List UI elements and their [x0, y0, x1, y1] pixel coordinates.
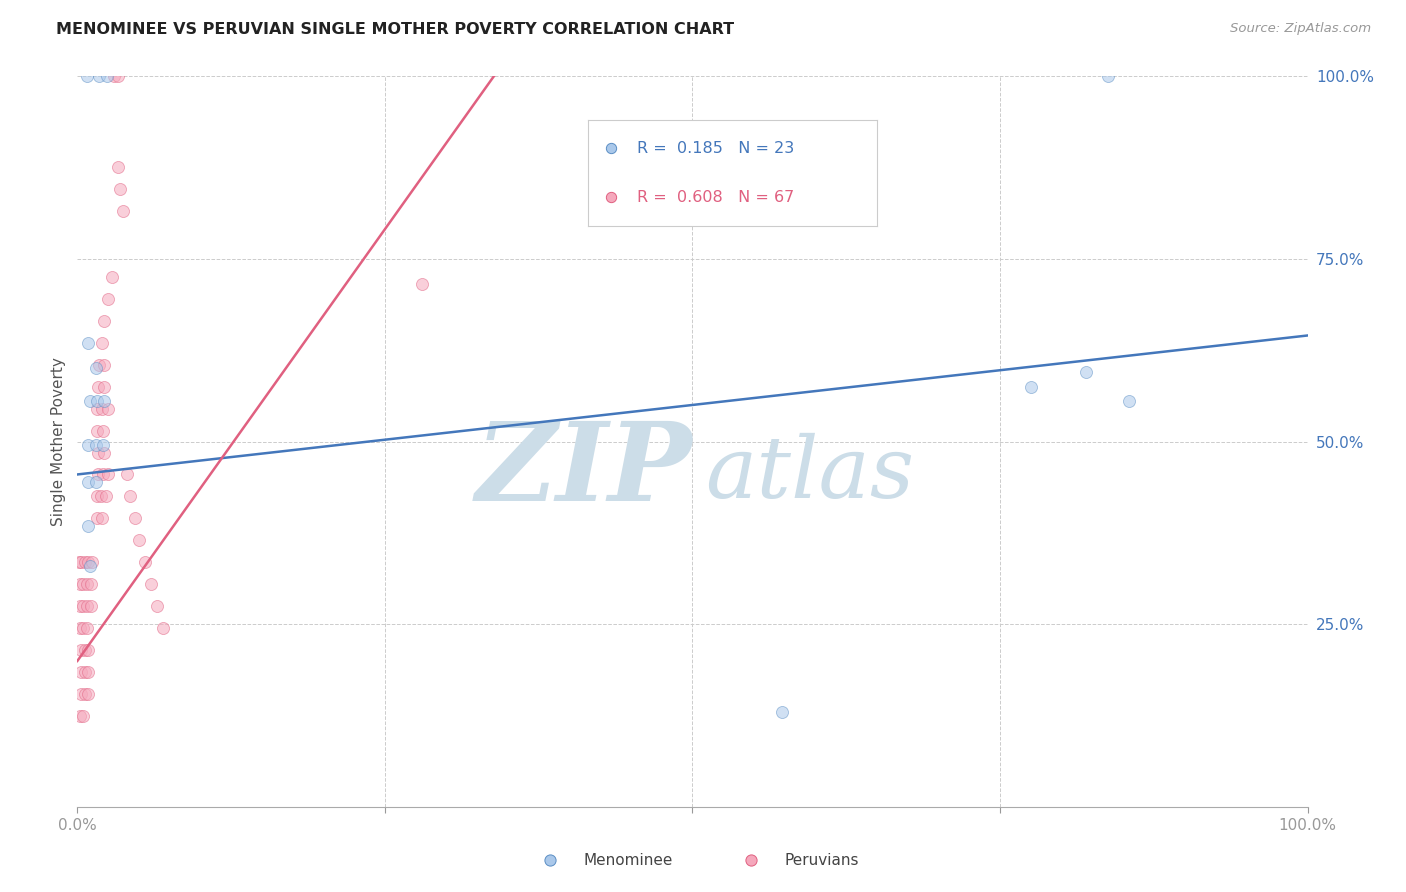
Point	[82, 555, 104, 569]
Point	[77, 335, 100, 350]
Text: Peruvians: Peruvians	[785, 853, 859, 868]
Point	[107, 69, 129, 83]
Point	[77, 475, 100, 489]
Text: Source: ZipAtlas.com: Source: ZipAtlas.com	[1230, 22, 1371, 36]
Point	[93, 358, 115, 372]
Point	[94, 489, 117, 503]
Point	[80, 599, 103, 614]
Point	[152, 621, 174, 635]
Point	[111, 204, 134, 219]
Point	[84, 475, 107, 489]
Point	[72, 708, 94, 723]
Point	[89, 69, 111, 83]
Text: Menominee: Menominee	[583, 853, 673, 868]
Point	[77, 643, 100, 657]
Point	[86, 511, 108, 525]
Point	[124, 511, 146, 525]
Point	[1097, 69, 1119, 83]
Point	[87, 467, 110, 482]
Point	[91, 467, 114, 482]
Point	[1076, 365, 1098, 379]
Point	[146, 599, 169, 614]
Point	[70, 687, 93, 701]
Point	[72, 599, 94, 614]
Point	[91, 438, 114, 452]
Point	[411, 277, 433, 292]
Point	[69, 599, 91, 614]
Point	[141, 577, 163, 591]
Point	[93, 445, 115, 459]
Text: atlas: atlas	[704, 434, 914, 516]
Point	[73, 687, 96, 701]
Point	[67, 555, 90, 569]
Point	[84, 361, 107, 376]
Point	[89, 358, 111, 372]
Point	[120, 489, 142, 503]
Point	[73, 643, 96, 657]
Point	[79, 394, 101, 409]
Point	[91, 424, 114, 438]
Point	[76, 69, 98, 83]
Point	[90, 489, 112, 503]
Point	[115, 467, 138, 482]
Point	[77, 438, 100, 452]
Point	[76, 599, 98, 614]
Point	[70, 665, 93, 679]
Point	[1118, 394, 1140, 409]
Point	[107, 161, 129, 175]
Point	[93, 314, 115, 328]
Point	[128, 533, 150, 548]
Point	[86, 394, 108, 409]
Point	[76, 577, 98, 591]
Point	[770, 705, 793, 719]
Point	[134, 555, 156, 569]
Point	[86, 489, 108, 503]
Point	[77, 555, 100, 569]
Point	[77, 687, 100, 701]
Point	[110, 182, 132, 196]
Point	[1019, 380, 1042, 394]
Point	[72, 577, 94, 591]
Point	[740, 853, 762, 867]
Point	[90, 335, 114, 350]
Point	[73, 665, 96, 679]
Point	[69, 577, 91, 591]
Point	[86, 401, 108, 416]
Point	[87, 445, 110, 459]
Y-axis label: Single Mother Poverty: Single Mother Poverty	[51, 357, 66, 526]
Point	[97, 401, 120, 416]
Point	[87, 380, 110, 394]
Point	[538, 853, 561, 867]
Point	[96, 69, 118, 83]
Point	[70, 643, 93, 657]
Point	[76, 621, 98, 635]
Point	[97, 292, 120, 306]
Point	[70, 555, 93, 569]
Point	[93, 394, 115, 409]
Point	[90, 511, 114, 525]
Point	[90, 401, 114, 416]
Point	[93, 380, 115, 394]
Point	[800, 211, 823, 226]
Point	[72, 621, 94, 635]
Point	[86, 424, 108, 438]
Point	[69, 621, 91, 635]
Point	[77, 665, 100, 679]
Point	[101, 269, 124, 284]
Point	[80, 577, 103, 591]
Point	[69, 708, 91, 723]
Point	[103, 69, 125, 83]
Point	[77, 518, 100, 533]
Point	[73, 555, 96, 569]
Text: MENOMINEE VS PERUVIAN SINGLE MOTHER POVERTY CORRELATION CHART: MENOMINEE VS PERUVIAN SINGLE MOTHER POVE…	[56, 22, 734, 37]
Point	[97, 467, 120, 482]
Point	[79, 558, 101, 573]
Text: ZIP: ZIP	[475, 417, 693, 524]
Point	[84, 438, 107, 452]
